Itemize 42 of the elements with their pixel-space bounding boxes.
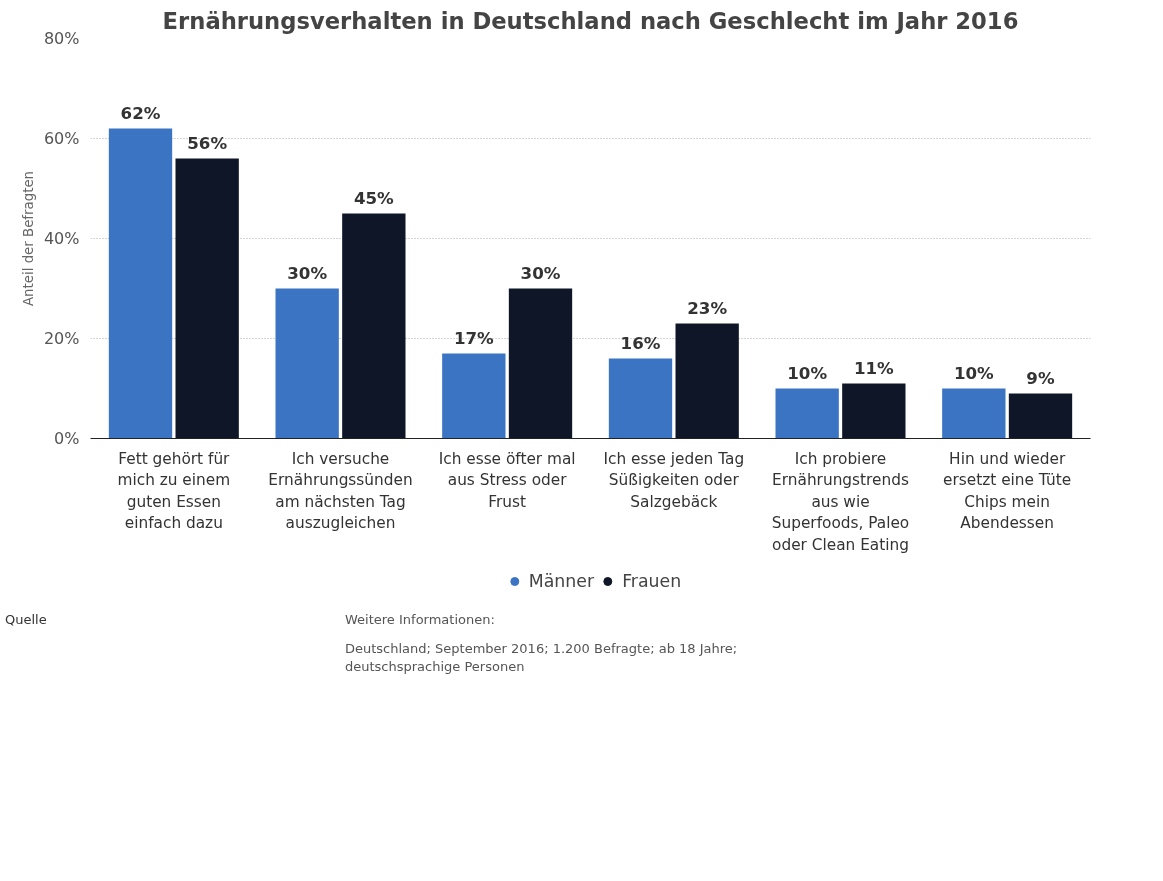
x-tick-label: Hin und wieder ersetzt eine Tüte Chips mein Abendessen <box>943 449 1072 533</box>
bar <box>608 358 673 439</box>
data-label: 10% <box>787 363 828 383</box>
bar <box>775 388 839 439</box>
bar <box>1008 393 1073 439</box>
bar <box>108 128 173 439</box>
data-label: 30% <box>287 263 328 283</box>
data-label: 23% <box>687 298 728 318</box>
x-tick-label: Fett gehört für mich zu einem guten Essen einfach dazu <box>117 449 231 533</box>
data-label: 17% <box>453 328 495 348</box>
data-label: 10% <box>953 363 995 383</box>
bar <box>508 288 573 439</box>
x-tick-label: Ich esse jeden Tag Süßigkeiten oder Salzgebäck <box>603 449 745 511</box>
data-label: 45% <box>353 188 395 208</box>
data-label: 9% <box>1026 368 1055 388</box>
bar <box>342 213 406 439</box>
y-axis-title: Anteil der Befragten <box>20 170 36 307</box>
legend-label: Frauen <box>622 571 682 591</box>
bar <box>842 383 906 439</box>
bar <box>275 288 339 439</box>
data-label: 11% <box>853 358 895 378</box>
chart-title: Ernährungsverhalten in Deutschland nach Geschlecht im Jahr 2016 <box>162 7 1019 34</box>
bar <box>942 388 1006 439</box>
y-tick-label: 40% <box>43 229 80 248</box>
text: Quelle <box>5 611 48 629</box>
bar <box>442 353 506 439</box>
x-tick-label: Ich probiere Ernährungstrends aus wie Superfoods, Paleo oder Clean Eating <box>771 449 910 554</box>
text: Deutschland; September 2016; 1.200 Befragte; ab 18 Jahre; deutschsprachige Personen <box>345 639 739 677</box>
y-tick-label: 60% <box>43 129 80 148</box>
text: Weitere Informationen: <box>345 611 496 629</box>
y-tick-label: 20% <box>43 329 80 348</box>
y-tick-label: 0% <box>54 429 80 448</box>
bar <box>175 158 239 439</box>
x-tick-label: Ich versuche Ernährungssünden am nächsten Tag auszugleichen <box>268 449 413 533</box>
data-label: 62% <box>120 103 161 123</box>
legend-label: Männer <box>528 571 595 591</box>
data-label: 30% <box>520 263 561 283</box>
y-tick-label: 80% <box>43 29 80 48</box>
bar <box>675 323 739 439</box>
x-tick-label: Ich esse öfter mal aus Stress oder Frust <box>438 449 576 511</box>
data-label: 16% <box>620 333 661 353</box>
data-label: 56% <box>187 133 228 153</box>
